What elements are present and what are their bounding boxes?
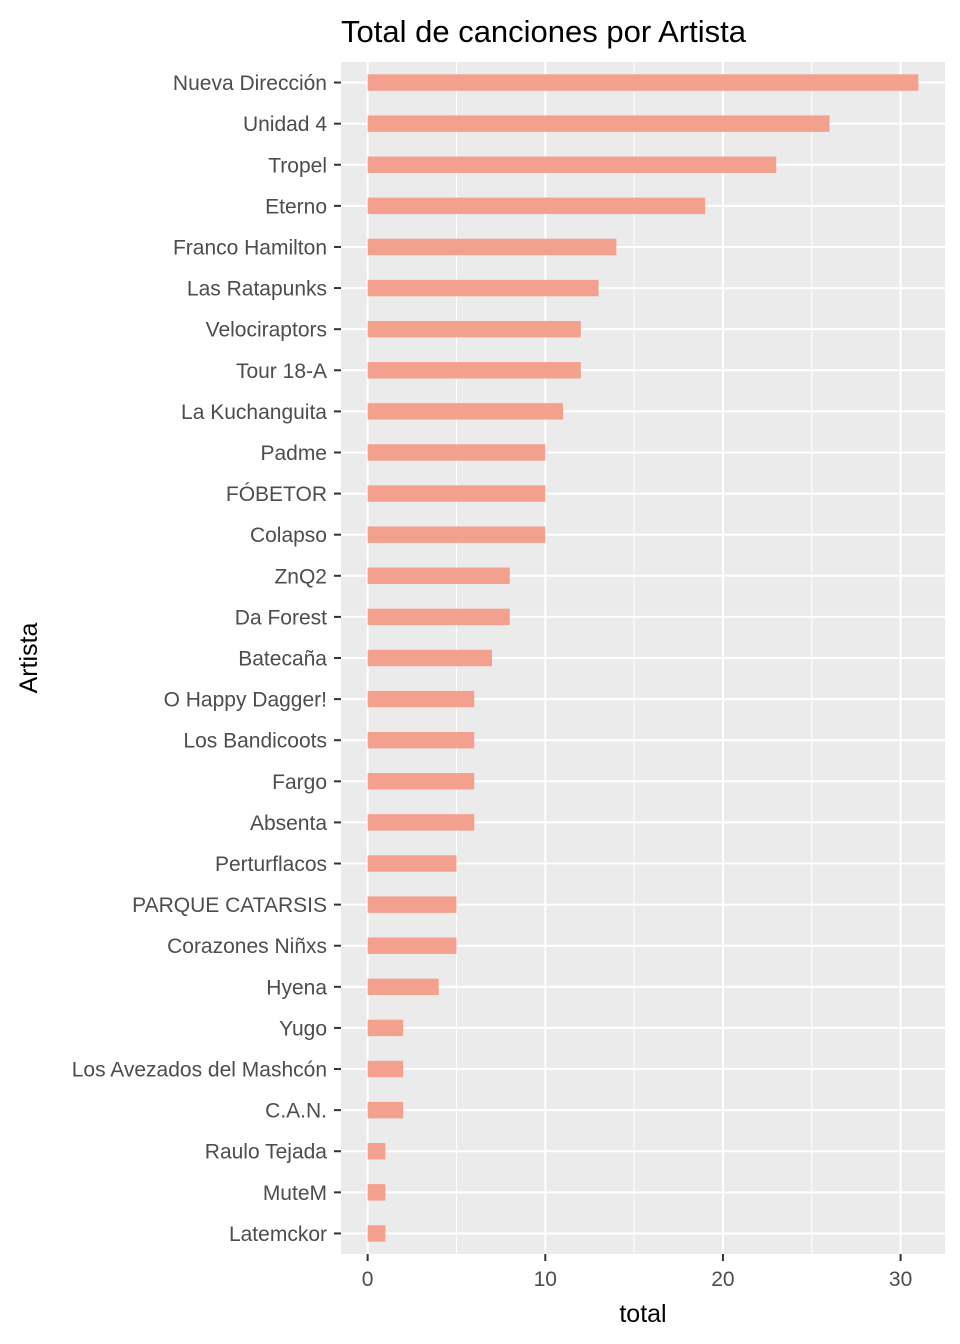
- y-tick-label: Colapso: [250, 524, 327, 547]
- y-tick-label: Los Bandicoots: [183, 730, 327, 753]
- bar: [367, 444, 546, 461]
- y-tick-label: Tour 18-A: [236, 360, 327, 383]
- x-tick-label: 20: [711, 1268, 734, 1291]
- bar: [367, 197, 706, 215]
- y-tick-label: Las Ratapunks: [187, 278, 327, 301]
- bar: [367, 773, 475, 790]
- y-tick-label: PARQUE CATARSIS: [132, 894, 327, 917]
- x-axis: 0 10 20 30: [362, 1254, 912, 1291]
- y-tick-label: Eterno: [265, 195, 327, 218]
- x-tick-label: 10: [534, 1268, 557, 1291]
- bar: [367, 567, 510, 585]
- bar: [367, 320, 581, 338]
- x-axis-title: total: [619, 1300, 666, 1328]
- y-axis-title: Artista: [15, 622, 43, 693]
- y-tick-label: Absenta: [250, 812, 327, 835]
- bar: [367, 855, 457, 872]
- y-tick-label: Da Forest: [235, 606, 327, 629]
- bar: [367, 279, 599, 297]
- y-tick-label: Unidad 4: [243, 113, 327, 136]
- bar: [367, 1184, 386, 1201]
- y-tick-label: ZnQ2: [274, 565, 327, 588]
- y-tick-label: Perturflacos: [215, 853, 327, 876]
- bar: [367, 731, 475, 749]
- bar: [367, 1019, 404, 1037]
- bar: [367, 238, 617, 256]
- y-tick-label: Raulo Tejada: [205, 1141, 328, 1164]
- bar: [367, 74, 919, 91]
- y-tick-label: Latemckor: [229, 1223, 327, 1246]
- bar: [367, 896, 457, 913]
- bar: [367, 1225, 386, 1242]
- y-tick-label: C.A.N.: [265, 1100, 327, 1123]
- y-tick-label: O Happy Dagger!: [164, 689, 327, 712]
- y-tick-label: Los Avezados del Mashcón: [72, 1059, 327, 1082]
- bar: [367, 649, 492, 667]
- bar: [367, 115, 830, 132]
- y-tick-label: Padme: [260, 442, 327, 465]
- bars: [367, 74, 919, 1242]
- y-tick-label: Yugo: [279, 1017, 327, 1040]
- bar: [367, 937, 457, 954]
- y-tick-label: Tropel: [268, 154, 327, 177]
- y-tick-label: Fargo: [272, 771, 327, 794]
- y-tick-label: MuteM: [263, 1182, 327, 1205]
- chart-title: Total de canciones por Artista: [341, 14, 747, 49]
- bar: [367, 156, 777, 173]
- bar: [367, 403, 564, 420]
- bar: [367, 362, 581, 379]
- y-tick-label: La Kuchanguita: [181, 401, 327, 424]
- y-tick-label: Corazones Niñxs: [167, 935, 327, 958]
- bar: [367, 1060, 404, 1078]
- y-tick-label: Hyena: [266, 976, 327, 999]
- y-tick-label: Franco Hamilton: [173, 236, 327, 259]
- y-tick-label: Nueva Dirección: [173, 72, 327, 95]
- bar: [367, 526, 546, 543]
- x-tick-label: 30: [889, 1268, 912, 1291]
- bar: [367, 814, 475, 831]
- bar: [367, 978, 439, 996]
- x-tick-label: 0: [362, 1268, 374, 1291]
- y-tick-label: FÓBETOR: [226, 483, 327, 506]
- y-axis: Nueva Dirección Unidad 4 Tropel Eterno Franc…: [72, 72, 341, 1246]
- bar: [367, 690, 475, 708]
- bar: [367, 608, 510, 626]
- bar: [367, 1101, 404, 1119]
- bar: [367, 1143, 386, 1160]
- bar: [367, 485, 546, 502]
- y-tick-label: Batecaña: [238, 648, 327, 671]
- y-tick-label: Velociraptors: [206, 319, 327, 342]
